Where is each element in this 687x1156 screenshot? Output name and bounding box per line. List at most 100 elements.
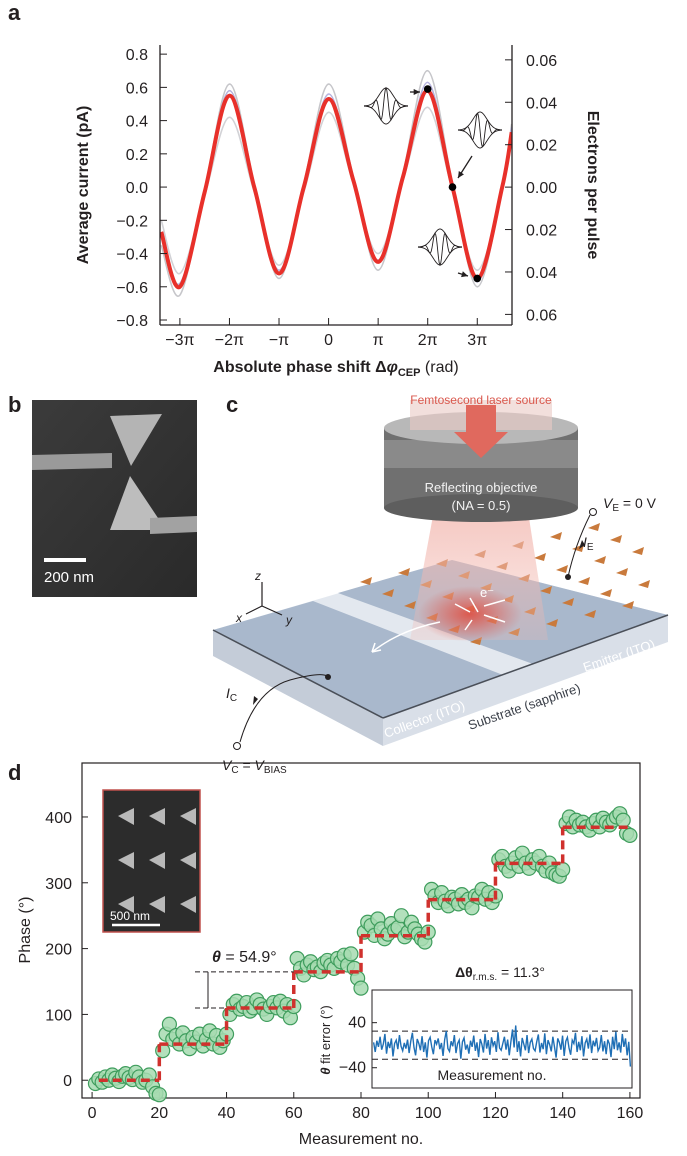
y-tick-label: −40 (339, 1060, 366, 1077)
y2-tick-label: 0.04 (526, 95, 557, 112)
data-point (343, 946, 359, 962)
lead (150, 516, 197, 534)
wire (239, 674, 328, 743)
na-label: (NA = 0.5) (452, 498, 511, 513)
nanotriangle (149, 852, 165, 869)
nanotriangle (632, 547, 644, 555)
triangles (118, 808, 196, 913)
panel-label: a (8, 0, 21, 25)
y-tick-label: 100 (45, 1007, 72, 1024)
arrow-head (413, 88, 420, 96)
ic-label: IC (226, 685, 237, 704)
arrow-head (371, 642, 382, 653)
y2-tick-label: 0.00 (526, 180, 557, 197)
contact (565, 574, 571, 580)
terminal (233, 742, 241, 750)
symbol: I (583, 534, 587, 550)
subscript: C (231, 765, 238, 776)
y-tick-label: 40 (348, 1015, 366, 1032)
annotation: θ = 54.9° (212, 949, 277, 966)
x-tick-label: 60 (285, 1105, 303, 1122)
scale-label: 500 nm (110, 909, 150, 923)
symbol: V (603, 495, 614, 511)
panel-label: c (226, 392, 238, 417)
arrow (464, 619, 473, 631)
y-tick-label: −0.2 (116, 213, 148, 230)
y-tick-label: 400 (45, 810, 72, 827)
data-point (353, 980, 369, 996)
y-tick-label: 0.8 (126, 47, 148, 64)
text: fit error (°) (318, 1005, 333, 1067)
subscript: E (587, 542, 594, 553)
y2-tick-label: 0.04 (526, 265, 557, 282)
nanotriangle (382, 589, 394, 597)
arrow (483, 599, 506, 607)
x-tick-label: 120 (482, 1105, 509, 1122)
symbol: V (255, 757, 266, 773)
data-point (161, 1016, 177, 1032)
y-tick-label: 0.4 (126, 114, 148, 131)
y-tick-label: 0.0 (126, 180, 148, 197)
wave-packet (417, 228, 463, 248)
sem-image: 200 nm (32, 400, 197, 597)
setup-diagram: Femtosecond laser source Reflecting obje… (212, 393, 669, 776)
nanotriangle (360, 577, 372, 585)
x-label-sub: CEP (398, 367, 421, 379)
y-tick-label: 300 (45, 876, 72, 893)
coordinate-axes (245, 582, 283, 616)
panel-label: b (8, 392, 21, 417)
panel-label: d (8, 760, 21, 785)
x-tick-label: 140 (549, 1105, 576, 1122)
nanotriangle (588, 523, 600, 531)
x-tick-label: 2π (418, 332, 438, 349)
x-label-text: Absolute phase shift Δ (213, 359, 386, 376)
text: = (239, 757, 255, 773)
subscript: C (230, 693, 237, 704)
nanotriangle (398, 568, 410, 576)
inset-frame (371, 989, 633, 1089)
data-line (160, 106, 512, 275)
bowtie (110, 414, 162, 466)
x-tick-label: 160 (617, 1105, 644, 1122)
axis (245, 605, 263, 615)
collector (213, 601, 503, 718)
nanotriangle (540, 586, 552, 594)
y2-tick-label: 0.02 (526, 138, 557, 155)
title-symbol: Δθ (455, 964, 473, 980)
sem-inset: 500 nm (102, 789, 201, 933)
laser-focus (418, 586, 522, 642)
data-point (473, 274, 482, 283)
subscript: E (612, 503, 619, 514)
nanotriangle (610, 535, 622, 543)
arrow-head (458, 171, 464, 178)
nanotriangle (180, 852, 196, 869)
text: = 0 V (619, 495, 657, 511)
x-axis-label: Absolute phase shift ΔφCEP (rad) (213, 359, 458, 379)
x-tick-label: 40 (218, 1105, 236, 1122)
x-label-symbol: φ (387, 359, 398, 376)
title-sub: r.m.s. (473, 972, 497, 983)
nanotriangle (550, 532, 562, 540)
data-line (160, 69, 512, 297)
data-point (151, 1087, 167, 1103)
symbol: θ (318, 1068, 333, 1075)
y-tick-label: 200 (45, 942, 72, 959)
nanotriangle (149, 808, 165, 825)
wave-packet (363, 105, 409, 125)
inset-lines (372, 1025, 632, 1067)
wave-packet (363, 87, 409, 107)
nanotriangle (562, 598, 574, 606)
arrow (454, 603, 471, 613)
nanotriangle (180, 808, 196, 825)
data-point (615, 812, 631, 828)
symbol: θ (212, 949, 221, 966)
vc-label: VC = VBIAS (222, 757, 287, 776)
substrate-side (213, 630, 383, 746)
y-tick-label: 0.6 (126, 80, 148, 97)
y2-tick-label: 0.06 (526, 307, 557, 324)
nanotriangle (578, 577, 590, 585)
y2-tick-label: 0.06 (526, 53, 557, 70)
y-tick-label: −0.4 (116, 247, 148, 264)
